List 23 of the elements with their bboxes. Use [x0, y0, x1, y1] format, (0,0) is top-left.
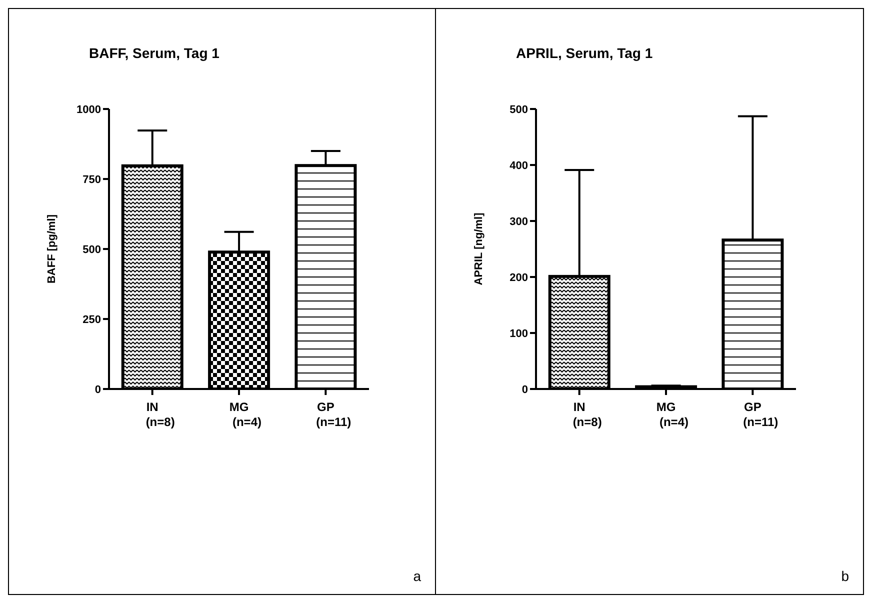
- y-tick-label: 250: [82, 314, 101, 326]
- x-tick-label: IN (n=8): [146, 400, 175, 429]
- y-tick-label: 500: [510, 104, 528, 116]
- text: a: [413, 568, 421, 584]
- y-tick-label: 0: [94, 384, 101, 396]
- x-tick-label: IN (n=8): [572, 400, 602, 429]
- x-tick-label: GP (n=11): [316, 400, 352, 429]
- y-tick-label: 200: [510, 272, 528, 284]
- y-tick-label: 750: [82, 174, 101, 186]
- text: b: [841, 568, 849, 584]
- y-tick-label: 500: [82, 244, 101, 256]
- y-tick-label: 100: [510, 328, 528, 340]
- y-axis-title: APRIL [ng/ml]: [472, 212, 485, 286]
- y-tick-label: 400: [510, 160, 528, 172]
- x-tick-label: GP (n=11): [743, 400, 778, 429]
- y-axis-title: BAFF [pg/ml]: [46, 214, 58, 284]
- x-tick-label: MG (n=4): [656, 400, 689, 429]
- y-tick-label: 1000: [76, 104, 101, 116]
- x-tick-label: MG (n=4): [229, 400, 262, 429]
- chart-title: BAFF, Serum, Tag 1: [89, 45, 220, 61]
- y-tick-label: 300: [510, 216, 528, 228]
- chart-title: APRIL, Serum, Tag 1: [516, 45, 653, 61]
- y-tick-label: 0: [522, 384, 528, 396]
